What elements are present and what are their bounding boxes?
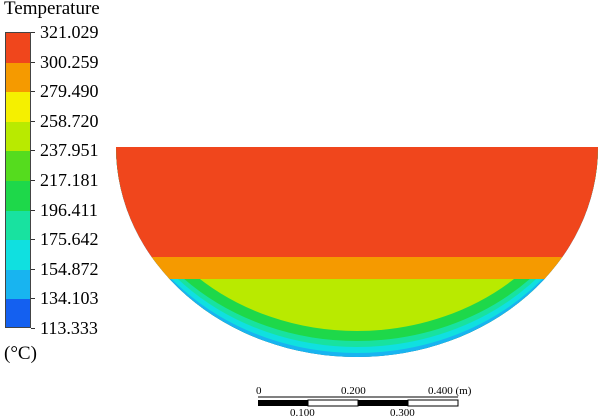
legend-tick-mark — [31, 269, 35, 270]
legend-tick-label: 279.490 — [40, 81, 99, 101]
legend-tick-label: 196.411 — [40, 200, 98, 220]
legend-tick-mark — [31, 32, 35, 33]
legend-unit-label: (°C) — [4, 343, 37, 364]
legend-tick-label: 175.642 — [40, 229, 99, 249]
legend-tick-label: 258.720 — [40, 111, 99, 131]
legend-swatch-5 — [6, 180, 30, 211]
scale-bar: 0 0.200 0.400 (m) 0.100 0.300 — [256, 385, 472, 417]
scale-segment-3 — [358, 400, 408, 406]
legend-tick-mark — [31, 180, 35, 181]
legend-tick-label: 154.872 — [40, 259, 99, 279]
scale-label-0100: 0.100 — [290, 407, 315, 417]
legend-tick-label: 321.029 — [40, 22, 99, 42]
legend-tick-label: 113.333 — [40, 318, 98, 338]
legend-swatch-7 — [6, 240, 30, 270]
legend-swatch-8 — [6, 269, 30, 300]
legend-tick-mark — [31, 62, 35, 63]
scale-label-0300: 0.300 — [390, 407, 415, 417]
legend-tick-mark — [31, 91, 35, 92]
legend-swatch-0 — [6, 33, 30, 63]
legend-title: Temperature — [4, 0, 100, 19]
scale-label-0200: 0.200 — [341, 385, 366, 397]
legend-swatch-3 — [6, 121, 30, 152]
band-321-overlay — [116, 147, 598, 257]
legend-tick-mark — [31, 298, 35, 299]
legend-tick-mark — [31, 150, 35, 151]
legend-swatch-1 — [6, 62, 30, 93]
legend-tick-label: 300.259 — [40, 52, 99, 72]
scale-segment-2 — [307, 399, 359, 407]
legend-tick-label: 134.103 — [40, 288, 99, 308]
upper-bands-overlay — [116, 147, 598, 279]
legend-tick-mark — [31, 210, 35, 211]
legend-tick-mark — [31, 239, 35, 240]
legend-swatch-2 — [6, 92, 30, 122]
scale-segment-1 — [258, 400, 308, 406]
legend-tick-label: 237.951 — [40, 140, 99, 160]
scale-label-0: 0 — [256, 385, 262, 397]
scale-label-0400: 0.400 (m) — [428, 385, 472, 397]
legend-swatch-6 — [6, 210, 30, 241]
temperature-color-bar — [5, 32, 31, 328]
legend-swatch-4 — [6, 151, 30, 181]
band-300-overlay — [116, 257, 598, 279]
legend-tick-label: 217.181 — [40, 170, 99, 190]
legend-swatch-9 — [6, 299, 30, 327]
scale-segment-4 — [407, 399, 459, 407]
legend-tick-mark — [31, 121, 35, 122]
legend-tick-mark — [31, 328, 35, 329]
